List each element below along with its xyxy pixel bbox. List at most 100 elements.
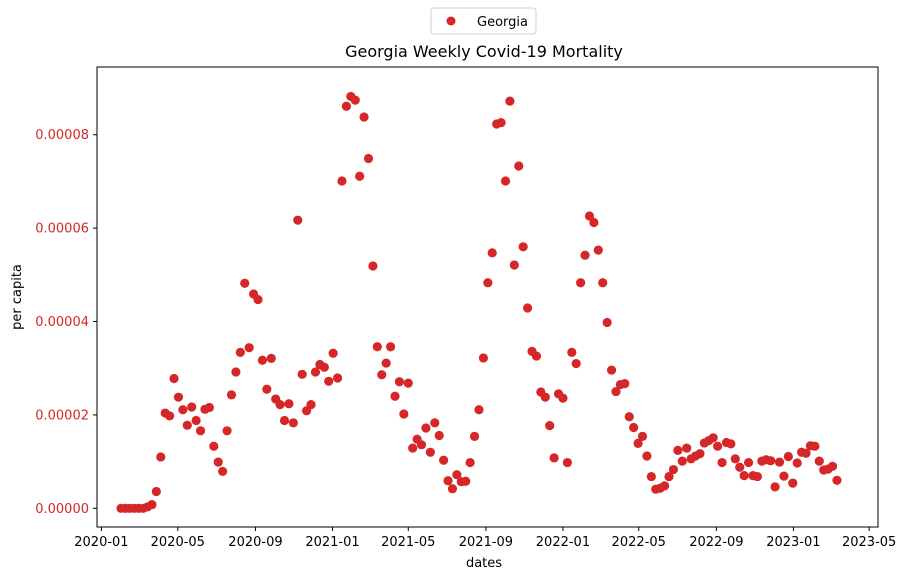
- data-point: [558, 393, 568, 403]
- data-point: [165, 411, 175, 421]
- data-point: [430, 418, 440, 428]
- data-point: [240, 278, 250, 288]
- y-axis-label: per capita: [10, 264, 25, 330]
- x-tick-label: 2021-09: [459, 535, 513, 550]
- data-point: [293, 215, 303, 225]
- data-point: [222, 426, 232, 436]
- chart-title: Georgia Weekly Covid-19 Mortality: [345, 42, 623, 61]
- data-point: [147, 499, 157, 510]
- data-point: [606, 365, 617, 375]
- data-point: [779, 471, 789, 481]
- data-point: [257, 355, 268, 365]
- data-point: [571, 358, 581, 369]
- data-point: [385, 342, 396, 352]
- legend-marker: [446, 16, 456, 26]
- data-point: [359, 112, 369, 122]
- data-point: [633, 438, 643, 449]
- data-point: [218, 466, 228, 477]
- data-point: [589, 217, 599, 228]
- data-point: [483, 278, 493, 288]
- data-point: [416, 440, 427, 450]
- data-point: [682, 443, 692, 453]
- data-point: [377, 370, 387, 380]
- data-point: [297, 369, 307, 379]
- data-point: [182, 420, 192, 430]
- data-point: [580, 250, 590, 260]
- data-point: [465, 457, 475, 468]
- data-point: [478, 353, 488, 363]
- x-tick-label: 2020-01: [74, 535, 128, 550]
- legend-label: Georgia: [477, 15, 528, 30]
- data-point: [518, 242, 528, 252]
- legend: Georgia: [430, 7, 537, 35]
- data-point: [399, 409, 409, 419]
- data-point: [637, 431, 648, 442]
- data-point: [514, 161, 524, 171]
- y-tick-label: 0.00006: [35, 222, 89, 237]
- data-point: [752, 471, 763, 482]
- y-tick-label: 0.00008: [35, 128, 89, 143]
- x-tick-label: 2021-01: [305, 535, 359, 550]
- x-tick-label: 2021-05: [381, 535, 435, 550]
- data-point: [266, 353, 276, 364]
- data-point: [770, 482, 780, 492]
- data-point: [659, 481, 670, 491]
- x-axis: 2020-01 2020-05 2020-09 2021-01 2021-05 2021-…: [74, 527, 896, 550]
- data-point: [576, 278, 586, 288]
- y-tick-label: 0.00000: [35, 502, 89, 517]
- data-point: [235, 347, 245, 357]
- data-point: [668, 464, 679, 475]
- data-point: [629, 422, 639, 433]
- data-point: [461, 476, 471, 486]
- data-point: [598, 278, 608, 288]
- data-point: [624, 412, 634, 422]
- x-tick-label: 2022-05: [612, 535, 666, 550]
- data-point: [549, 453, 559, 463]
- data-point: [713, 441, 723, 451]
- data-point: [452, 470, 462, 480]
- data-point: [434, 430, 444, 441]
- data-point: [496, 117, 506, 128]
- data-point: [540, 392, 550, 402]
- data-point: [195, 426, 206, 436]
- data-point: [562, 457, 572, 468]
- y-axis: 0.00000 0.00002 0.00004 0.00006 0.00008: [35, 128, 97, 517]
- data-point: [332, 373, 343, 383]
- data-point: [735, 462, 745, 472]
- data-point: [739, 471, 749, 481]
- data-point: [509, 260, 519, 270]
- data-point: [810, 441, 820, 451]
- data-point: [178, 405, 188, 415]
- data-point: [262, 384, 272, 394]
- x-tick-label: 2020-09: [228, 535, 282, 550]
- data-point: [500, 176, 511, 186]
- data-point: [730, 454, 740, 464]
- data-point: [275, 400, 285, 410]
- data-point: [209, 441, 219, 451]
- data-point: [421, 423, 431, 433]
- data-point: [783, 451, 793, 462]
- data-point: [611, 386, 621, 397]
- data-point: [766, 456, 776, 466]
- data-point: [341, 101, 351, 111]
- data-point: [390, 391, 400, 401]
- data-point: [620, 379, 630, 389]
- data-point: [832, 475, 842, 485]
- data-point: [717, 457, 727, 468]
- data-point: [151, 486, 161, 497]
- data-point: [284, 399, 294, 409]
- y-tick-label: 0.00002: [35, 408, 89, 423]
- data-point: [310, 367, 321, 377]
- data-point: [408, 443, 418, 453]
- data-point: [319, 362, 329, 372]
- data-point: [394, 377, 405, 387]
- data-point: [288, 418, 298, 428]
- data-point: [372, 342, 382, 352]
- data-point: [664, 471, 674, 482]
- data-point: [743, 457, 754, 468]
- data-point: [231, 367, 241, 377]
- data-point: [474, 405, 484, 415]
- data-point: [169, 373, 179, 384]
- data-point: [226, 390, 237, 400]
